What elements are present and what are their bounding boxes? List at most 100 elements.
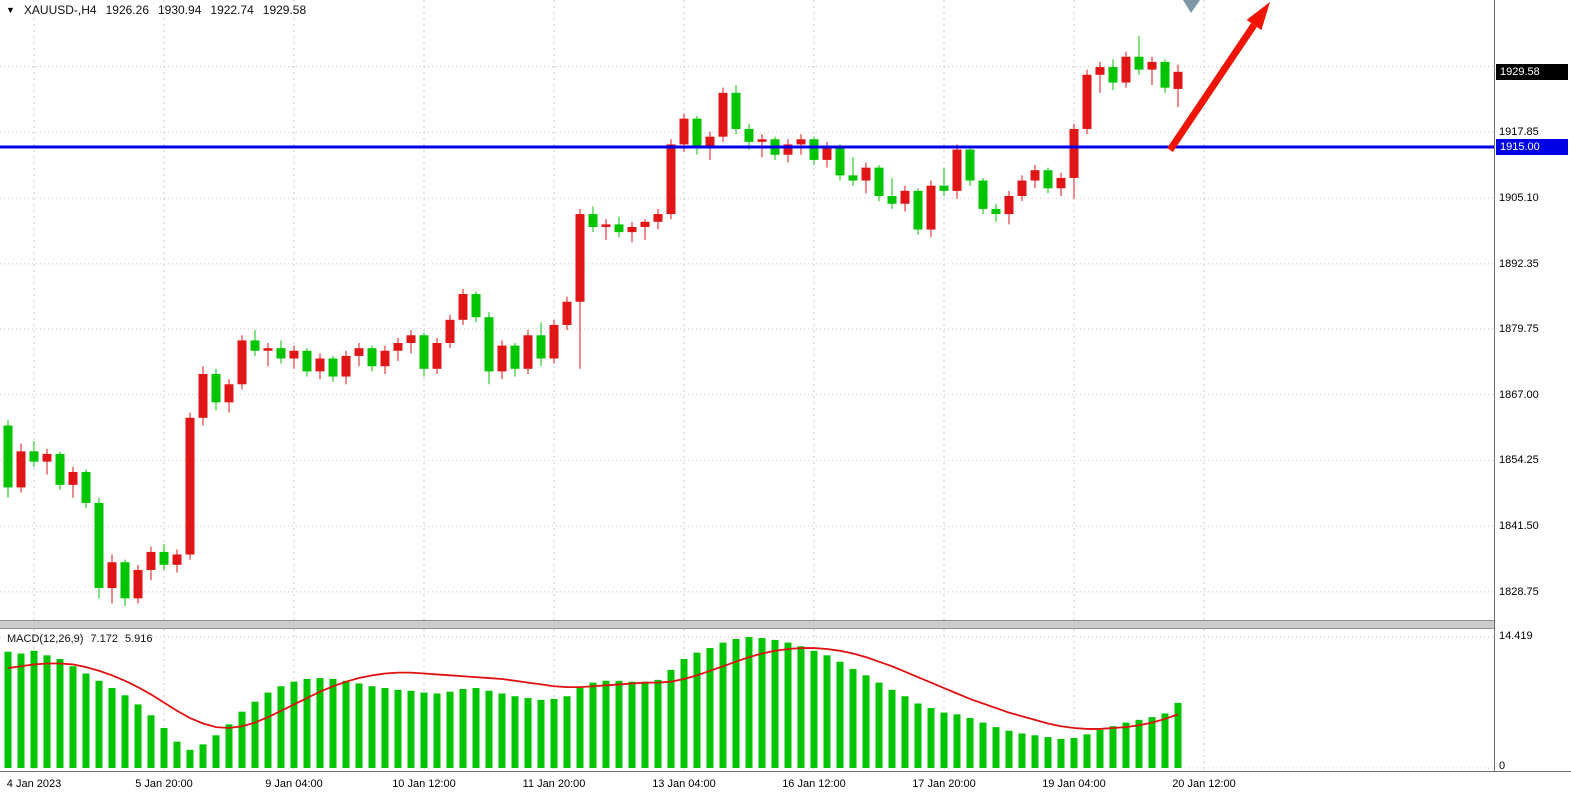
candle[interactable]	[380, 345, 390, 374]
candle[interactable]	[510, 343, 520, 377]
time-axis[interactable]: 4 Jan 2023 5 Jan 20:00 9 Jan 04:00 10 Jan 1…	[0, 771, 1571, 803]
candle[interactable]	[198, 366, 208, 426]
candle[interactable]	[536, 322, 546, 367]
macd-chart-svg[interactable]	[0, 629, 1494, 771]
candle[interactable]	[1030, 165, 1040, 189]
candle[interactable]	[302, 348, 312, 377]
candle[interactable]	[848, 157, 858, 186]
candle[interactable]	[263, 343, 273, 367]
candle[interactable]	[627, 221, 637, 243]
candle[interactable]	[887, 177, 897, 209]
candle[interactable]	[588, 206, 598, 233]
candle[interactable]	[146, 546, 156, 581]
macd-histogram-bar	[888, 689, 896, 768]
candle[interactable]	[120, 559, 130, 607]
candle[interactable]	[523, 330, 533, 374]
candle[interactable]	[1069, 123, 1079, 199]
candle[interactable]	[1056, 172, 1066, 197]
candle[interactable]	[575, 208, 585, 369]
candle[interactable]	[445, 314, 455, 349]
candle[interactable]	[471, 291, 481, 323]
candle[interactable]	[796, 134, 806, 155]
candle[interactable]	[1004, 190, 1014, 225]
candle[interactable]	[3, 420, 13, 498]
candle[interactable]	[133, 564, 143, 604]
candle[interactable]	[731, 85, 741, 135]
candle-body	[471, 294, 481, 318]
price-axis[interactable]: 1929.58 1915.00 1917.85 1905.10 1892.35 187…	[1494, 0, 1571, 771]
candle[interactable]	[315, 353, 325, 380]
candle[interactable]	[614, 216, 624, 238]
candle[interactable]	[718, 87, 728, 142]
candle[interactable]	[653, 208, 663, 230]
candle[interactable]	[341, 350, 351, 385]
candle[interactable]	[874, 165, 884, 202]
candle[interactable]	[172, 549, 182, 573]
panel-splitter[interactable]	[0, 620, 1571, 629]
candle[interactable]	[1134, 36, 1144, 75]
candle[interactable]	[68, 466, 78, 498]
candle[interactable]	[16, 443, 26, 493]
candle[interactable]	[484, 312, 494, 385]
candle[interactable]	[666, 139, 676, 220]
candle[interactable]	[94, 497, 104, 599]
candle[interactable]	[1147, 56, 1157, 86]
candle[interactable]	[640, 219, 650, 240]
candle[interactable]	[562, 296, 572, 331]
candle[interactable]	[1121, 51, 1131, 88]
candle[interactable]	[978, 177, 988, 215]
candle[interactable]	[419, 332, 429, 377]
candle[interactable]	[250, 330, 260, 356]
candle[interactable]	[861, 162, 871, 194]
price-chart-svg[interactable]	[0, 0, 1494, 620]
candle[interactable]	[354, 343, 364, 367]
candle[interactable]	[1173, 64, 1183, 108]
candle[interactable]	[159, 544, 169, 570]
candle[interactable]	[497, 340, 507, 380]
candle-body	[1173, 71, 1183, 89]
macd-axis-max-label: 14.419	[1499, 630, 1533, 642]
candle[interactable]	[276, 340, 286, 364]
candle-body	[744, 128, 754, 142]
candle[interactable]	[601, 219, 611, 240]
candle[interactable]	[432, 337, 442, 374]
candle[interactable]	[107, 554, 117, 604]
candle[interactable]	[1095, 61, 1105, 93]
candle[interactable]	[1082, 69, 1092, 135]
candle[interactable]	[29, 441, 39, 467]
candle[interactable]	[55, 451, 65, 491]
trend-arrow[interactable]	[1167, 2, 1270, 152]
candle[interactable]	[1108, 59, 1118, 91]
candle[interactable]	[744, 123, 754, 150]
candle[interactable]	[1160, 59, 1170, 93]
candle[interactable]	[328, 355, 338, 382]
candle[interactable]	[406, 330, 416, 354]
candle[interactable]	[393, 337, 403, 362]
candle[interactable]	[458, 288, 468, 325]
symbol-dropdown-icon[interactable]: ▼	[6, 5, 15, 15]
candle[interactable]	[926, 180, 936, 238]
candle[interactable]	[900, 185, 910, 212]
candle[interactable]	[692, 116, 702, 155]
candle[interactable]	[952, 144, 962, 199]
candle[interactable]	[939, 167, 949, 197]
candle[interactable]	[1043, 167, 1053, 194]
price-axis-label: 1841.50	[1499, 520, 1539, 533]
candle[interactable]	[991, 203, 1001, 222]
candle[interactable]	[211, 368, 221, 411]
candle[interactable]	[835, 144, 845, 181]
candle[interactable]	[783, 139, 793, 163]
candle[interactable]	[185, 412, 195, 560]
candle[interactable]	[42, 448, 52, 475]
candle[interactable]	[367, 345, 377, 372]
candle[interactable]	[965, 147, 975, 186]
candle[interactable]	[809, 136, 819, 166]
candle[interactable]	[913, 188, 923, 235]
candle[interactable]	[549, 319, 559, 364]
candle[interactable]	[81, 469, 91, 509]
candle[interactable]	[224, 379, 234, 413]
macd-histogram-bar	[147, 715, 155, 768]
candle[interactable]	[1017, 175, 1027, 202]
candle[interactable]	[289, 345, 299, 369]
candle[interactable]	[237, 335, 247, 390]
